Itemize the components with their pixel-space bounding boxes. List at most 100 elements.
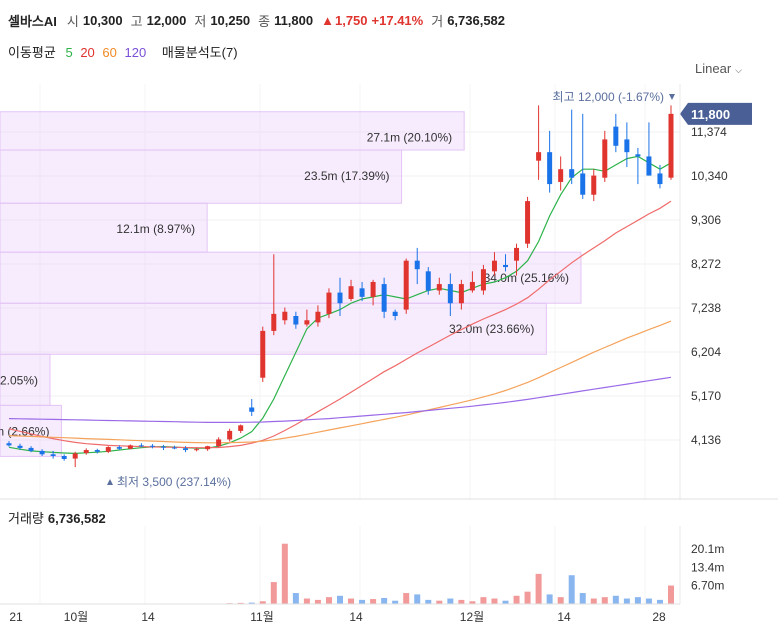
volume-bar [292, 593, 299, 604]
ma20-legend: 20 [80, 45, 95, 60]
price-tick-label: 9,306 [691, 213, 721, 227]
volume-bar [337, 595, 343, 604]
candle-body [414, 260, 420, 270]
candle-body [558, 169, 564, 182]
volume-chart[interactable]: 20.1m 13.4m 6.70m 21 10월 14 11월 14 12월 14 28 [0, 526, 778, 631]
x-tick-label: 14 [557, 610, 571, 624]
candle-body [282, 311, 288, 321]
candle-body [127, 445, 133, 449]
volume-bar [502, 600, 509, 604]
candle-body [635, 154, 641, 157]
volume-profile-label: 12.1m (8.97%) [116, 222, 195, 236]
candle-body [381, 284, 387, 312]
candle-body [315, 311, 321, 323]
close-label: 종 [258, 13, 271, 29]
volume-bar [237, 602, 244, 604]
ma60-line [8, 320, 672, 444]
volume-bar [436, 600, 443, 604]
candle-body [536, 152, 542, 161]
candle-body [271, 313, 277, 331]
high-price-marker: 최고 12,000 (-1.67%) [553, 90, 664, 104]
candle-body [569, 169, 575, 178]
candle-body [514, 247, 520, 261]
current-price-tag [680, 102, 752, 125]
volume-bar [469, 601, 476, 604]
volume-bar [656, 599, 663, 604]
ma-legend[interactable]: 이동평균 5 20 60 120 매물분석도(7) [8, 42, 244, 61]
price-tick-label: 8,272 [691, 257, 721, 271]
volume-tick-label: 13.4m [691, 560, 724, 574]
candle-body [227, 430, 233, 440]
price-chart[interactable]: 27.1m (20.10%) 23.5m (17.39%) 12.1m (8.97%… [0, 84, 778, 502]
candle-body [613, 126, 619, 146]
candle-body [172, 447, 177, 449]
candle-body [525, 201, 531, 244]
volume-tick-label: 20.1m [691, 542, 724, 556]
candle-body [657, 173, 663, 185]
current-price-label: 11,800 [691, 107, 730, 122]
candle-body [580, 173, 586, 195]
volume-bar [303, 598, 310, 604]
candle-body [370, 281, 376, 297]
volume-bar [359, 599, 366, 604]
volume-bar [314, 599, 321, 604]
volume-bar [259, 601, 266, 604]
low-value: 10,250 [210, 12, 251, 28]
open-label: 시 [66, 13, 79, 29]
volume-bar [381, 597, 388, 604]
volume-bar [392, 600, 399, 604]
volume-panel-label: 거래량 [8, 511, 44, 526]
volume-bar [623, 598, 630, 604]
volume-bar [458, 599, 465, 604]
close-value: 11,800 [274, 12, 314, 28]
ma120-line [8, 376, 672, 423]
high-value: 12,000 [146, 12, 187, 28]
candle-body [326, 292, 332, 314]
ma-label: 이동평균 [8, 45, 56, 60]
x-tick-label: 28 [652, 610, 666, 624]
volume-bar [634, 597, 641, 604]
candle-body [591, 175, 597, 195]
low-label: 저 [194, 13, 207, 29]
candle-body [216, 439, 222, 447]
candle-body [403, 260, 409, 310]
candle-body [480, 269, 486, 291]
volume-profile-label: 23.5m (17.39%) [304, 169, 389, 183]
volume-value: 6,736,582 [447, 12, 506, 28]
candle-body [249, 407, 255, 412]
volume-panel-title: 거래량 6,736,582 [8, 508, 106, 527]
volume-profile-legend[interactable]: 매물분석도(7) [161, 45, 238, 60]
x-tick-label: 10월 [64, 610, 88, 624]
volume-bar [491, 598, 498, 604]
candle-body [293, 316, 299, 325]
candle-body [105, 447, 111, 452]
volume-bar [447, 598, 454, 604]
volume-bar [668, 585, 674, 604]
volume-bar [557, 597, 564, 604]
volume-bar [403, 593, 410, 604]
candle-body [160, 446, 166, 448]
x-tick-label: 14 [141, 610, 155, 624]
volume-bar [348, 598, 355, 604]
volume-panel-value: 6,736,582 [47, 511, 106, 526]
volume-bar [513, 595, 520, 604]
volume-profile-label: 2.77m (2.05%) [0, 373, 38, 387]
candle-body [194, 449, 200, 451]
price-tick-label: 7,238 [691, 301, 721, 315]
volume-bar [645, 598, 652, 604]
volume-bar [568, 575, 575, 604]
volume-bar [370, 599, 377, 604]
down-triangle-icon [669, 94, 675, 100]
scale-selector-label: Linear [695, 61, 732, 76]
price-tick-label: 11,374 [691, 125, 727, 139]
candle-body [72, 453, 78, 459]
candle-body [624, 139, 630, 153]
price-tick-label: 5,170 [691, 389, 721, 403]
volume-profile-band [0, 202, 208, 253]
candle-body [28, 447, 34, 451]
x-tick-label: 21 [9, 610, 23, 624]
change-percent: +17.41% [371, 12, 424, 28]
candle-body [205, 446, 211, 450]
candle-body [94, 450, 100, 452]
scale-selector[interactable]: Linear ⌵ [695, 61, 742, 76]
